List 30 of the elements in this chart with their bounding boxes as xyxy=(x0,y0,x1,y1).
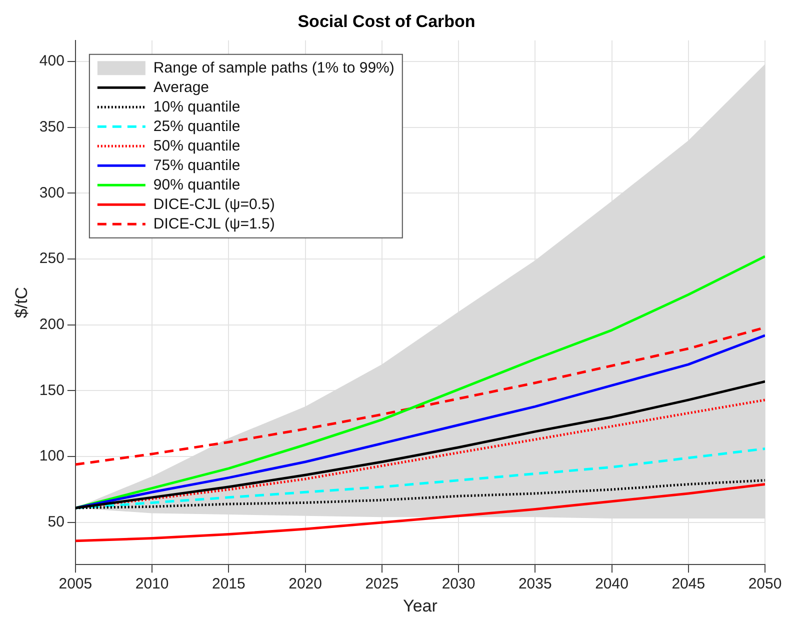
legend-label: 90% quantile xyxy=(153,176,240,194)
x-tick-label: 2035 xyxy=(518,576,552,593)
x-axis-title: Year xyxy=(403,596,438,616)
legend-label: Average xyxy=(153,78,210,96)
y-tick-label: 300 xyxy=(39,184,64,202)
x-tick-label: 2015 xyxy=(212,576,246,593)
legend-label: Range of sample paths (1% to 99%) xyxy=(153,59,394,76)
legend-label: 75% quantile xyxy=(153,156,240,174)
x-tick-label: 2040 xyxy=(595,576,628,593)
y-tick-label: 150 xyxy=(39,382,64,399)
y-tick-label: 50 xyxy=(48,514,64,531)
x-tick-label: 2030 xyxy=(442,576,476,593)
chart-title: Social Cost of Carbon xyxy=(298,12,476,31)
legend-label: 50% quantile xyxy=(153,137,240,154)
legend-label: 25% quantile xyxy=(153,118,240,135)
y-tick-label: 350 xyxy=(39,118,64,136)
x-tick-label: 2025 xyxy=(365,576,399,593)
y-tick-label: 250 xyxy=(39,250,64,268)
x-tick-label: 2005 xyxy=(58,576,92,593)
legend-label: DICE-CJL (ψ=0.5) xyxy=(153,196,275,213)
x-tick-label: 2050 xyxy=(748,576,782,593)
y-tick-label: 400 xyxy=(39,52,64,70)
x-tick-label: 2020 xyxy=(288,576,322,593)
legend-label: 10% quantile xyxy=(153,98,240,116)
y-axis-title: $/tC xyxy=(12,286,31,318)
y-tick-label: 200 xyxy=(39,316,64,334)
x-tick-label: 2010 xyxy=(135,576,169,593)
y-tick-label: 100 xyxy=(39,448,64,465)
x-tick-label: 2045 xyxy=(672,576,706,593)
legend-label: DICE-CJL (ψ=1.5) xyxy=(153,215,275,232)
